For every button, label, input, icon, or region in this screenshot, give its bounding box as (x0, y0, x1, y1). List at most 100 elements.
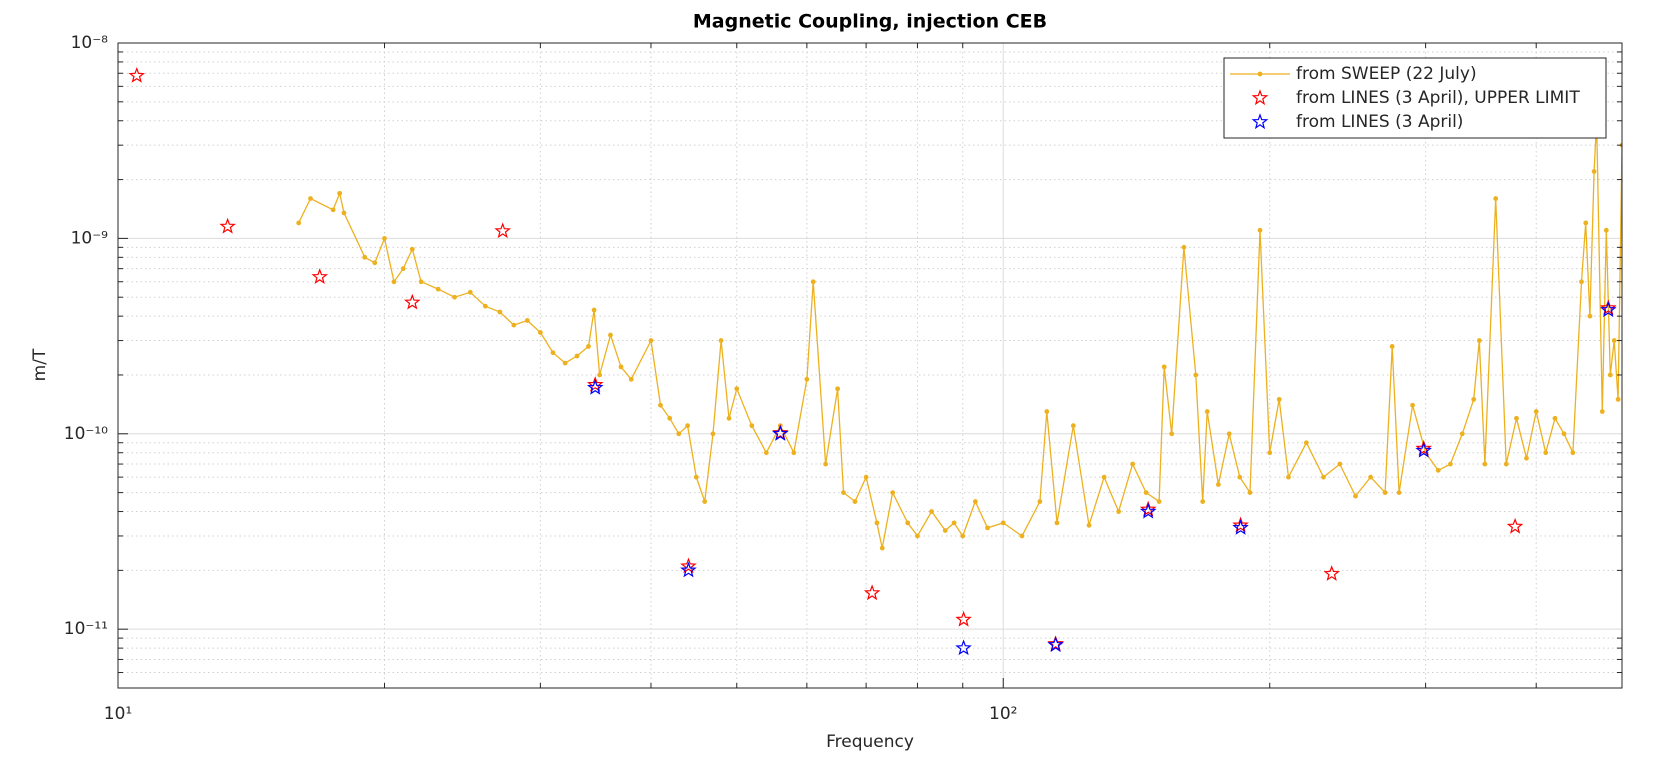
dot-marker (658, 402, 663, 408)
dot-marker (1514, 415, 1519, 421)
dot-marker (1591, 169, 1597, 174)
dot-marker (1215, 482, 1221, 487)
dot-marker (1615, 396, 1621, 402)
dot-marker (1237, 474, 1243, 480)
star-marker (1323, 565, 1341, 581)
dot-marker (400, 266, 406, 272)
dot-marker (1161, 364, 1167, 370)
dot-marker (1303, 440, 1309, 446)
star-marker (1599, 299, 1617, 316)
dot-marker (409, 246, 415, 252)
legend-label: from LINES (3 April) (1296, 112, 1463, 132)
dot-marker (710, 431, 716, 437)
dot-marker (791, 450, 797, 456)
star-marker (1599, 301, 1617, 318)
dot-marker (1101, 474, 1107, 480)
dot-marker (1337, 461, 1343, 467)
star-marker (772, 425, 789, 441)
dot-marker (628, 376, 634, 382)
star-marker (1139, 502, 1157, 519)
dot-marker (562, 360, 568, 366)
star-marker (1232, 516, 1249, 533)
dot-marker (372, 260, 378, 266)
dot-marker (550, 350, 556, 356)
dot-marker (734, 386, 740, 392)
dot-marker (1286, 474, 1291, 480)
dot-marker (1204, 409, 1210, 414)
dot-marker (391, 279, 397, 285)
dot-marker (804, 376, 810, 382)
x-tick-label: 10² (989, 704, 1017, 724)
dot-marker (1044, 409, 1050, 414)
dot-marker (1368, 474, 1373, 480)
dot-marker (749, 423, 755, 429)
dot-marker (863, 474, 869, 480)
dot-marker (835, 386, 841, 392)
star-marker (955, 610, 972, 627)
star-marker (403, 293, 421, 310)
star-marker (311, 268, 329, 284)
series-line (298, 120, 1622, 549)
dot-marker (702, 499, 708, 504)
dot-marker (418, 279, 424, 285)
star-marker (1232, 519, 1249, 535)
dot-marker (1226, 431, 1232, 437)
dot-marker (1257, 71, 1263, 77)
legend-label: from LINES (3 April), UPPER LIMIT (1296, 88, 1580, 108)
dot-marker (667, 415, 673, 421)
dot-marker (1607, 372, 1613, 378)
star-marker (494, 222, 512, 239)
star-marker (772, 424, 789, 440)
axes: 10¹ 10² 10⁻¹¹ 10⁻¹⁰ 10⁻⁹ 10⁻⁸ (64, 33, 1622, 724)
dot-marker (1000, 520, 1006, 526)
dot-marker (841, 490, 846, 496)
dot-marker (1599, 409, 1605, 414)
dot-marker (1570, 450, 1576, 456)
dot-marker (1533, 409, 1539, 414)
star-marker (586, 376, 604, 392)
dot-marker (942, 528, 948, 533)
dot-marker (1476, 338, 1482, 343)
star-marker (1139, 500, 1157, 517)
dot-marker (1143, 490, 1149, 496)
star-marker (955, 639, 972, 656)
plot-area (118, 43, 1622, 688)
dot-marker (1543, 450, 1549, 456)
dot-marker (308, 196, 313, 201)
data-layer (128, 67, 1622, 656)
dot-marker (597, 372, 603, 378)
y-tick-label: 10⁻⁸ (71, 33, 109, 53)
dot-marker (1181, 244, 1187, 250)
dot-marker (1193, 372, 1199, 378)
chart-title: Magnetic Coupling, injection CEB (693, 11, 1047, 33)
dot-marker (1200, 499, 1206, 504)
dot-marker (1459, 431, 1465, 437)
dot-marker (1583, 220, 1589, 226)
legend: from SWEEP (22 July) from LINES (3 April)… (1223, 57, 1607, 139)
dot-marker (482, 303, 488, 309)
star-marker (219, 217, 236, 234)
dot-marker (1396, 490, 1402, 496)
dot-marker (951, 520, 957, 526)
dot-marker (1611, 338, 1617, 343)
dot-marker (726, 415, 732, 421)
dot-marker (1579, 279, 1584, 285)
dot-marker (1410, 402, 1415, 408)
dot-marker (648, 338, 654, 343)
dot-marker (852, 499, 858, 504)
dot-marker (960, 533, 966, 539)
dot-marker (524, 318, 530, 323)
star-marker (1251, 113, 1269, 130)
dot-marker (874, 520, 880, 526)
dot-marker (1037, 499, 1043, 504)
dot-marker (591, 307, 597, 313)
dot-marker (296, 220, 302, 226)
dot-marker (586, 344, 591, 349)
y-tick-label: 10⁻¹⁰ (64, 424, 108, 444)
dot-marker (1070, 423, 1076, 429)
dot-marker (608, 332, 613, 338)
star-marker (680, 557, 697, 574)
y-axis-label: m/T (30, 348, 50, 381)
star-marker (1047, 635, 1064, 651)
